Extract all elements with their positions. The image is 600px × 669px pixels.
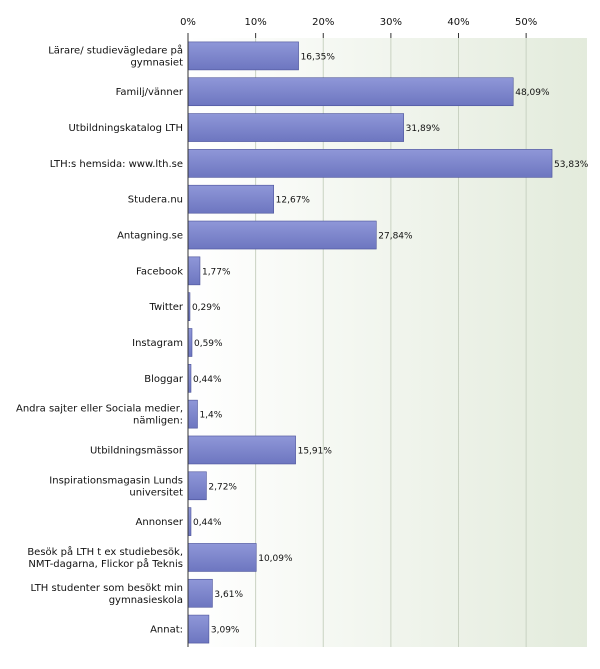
category-label: Twitter [148,302,183,313]
value-label: 2,72% [208,482,237,492]
bar [187,149,553,178]
category-label: Inspirationsmagasin Lunds universitet [49,475,183,498]
bars [187,41,553,644]
value-label: 16,35% [301,52,336,62]
x-tick-label: 40% [447,17,469,28]
bar [187,399,198,429]
bar [187,543,257,572]
x-axis-ticks: 0% 10% 20% 30% 40% 50% [180,17,537,38]
value-label: 31,89% [406,124,441,134]
category-label: Annat: [150,625,183,636]
value-label: 1,4% [199,411,222,421]
bar [187,41,299,71]
value-label: 0,44% [193,518,222,528]
category-label: Utbildningsmässor [90,445,184,456]
bar [187,328,193,357]
bar [187,184,274,214]
x-tick-label: 10% [245,17,267,28]
value-label: 3,61% [214,590,243,600]
category-label: Instagram [132,338,183,349]
x-tick-label: 20% [312,17,334,28]
bar [187,256,201,286]
bar [187,220,377,250]
value-label: 15,91% [298,446,333,456]
value-label: 27,84% [378,232,413,242]
bar [187,578,213,608]
category-label: Familj/vänner [116,87,184,98]
value-label: 12,67% [276,196,311,206]
category-label: Studera.nu [128,195,183,206]
bar [187,471,207,501]
category-labels: Lärare/ studievägledare på gymnasiet Famil… [16,43,184,635]
bar [187,435,296,465]
x-tick-label: 50% [515,17,537,28]
x-tick-label: 30% [380,17,402,28]
bar [187,113,404,142]
category-label: LTH studenter som besökt min gymnasieskol… [31,583,184,606]
value-label: 1,77% [202,267,231,277]
value-labels: 16,35% 48,09% 31,89% 53,83% 12,67% 27,84% 1,77… [192,52,589,635]
category-label: Utbildningskatalog LTH [68,123,183,134]
value-label: 0,44% [193,375,222,385]
category-label: Antagning.se [117,231,183,242]
category-label: Bloggar [144,374,184,385]
category-label: Andra sajter eller Sociala medier, nämlig… [16,404,183,427]
value-label: 48,09% [515,88,550,98]
bar [187,77,514,107]
value-label: 10,09% [258,554,293,564]
bar [187,614,210,644]
category-label: Lärare/ studievägledare på gymnasiet [48,43,183,68]
category-label: Annonser [136,517,184,528]
value-label: 53,83% [554,160,589,170]
x-tick-label: 0% [180,17,196,28]
category-label: Besök på LTH t ex studiebesök, NMT-dagarn… [27,545,183,570]
value-label: 3,09% [211,626,240,636]
value-label: 0,29% [192,303,221,313]
category-label: Facebook [136,266,183,277]
value-label: 0,59% [194,339,223,349]
category-label: LTH:s hemsida: www.lth.se [50,159,183,170]
